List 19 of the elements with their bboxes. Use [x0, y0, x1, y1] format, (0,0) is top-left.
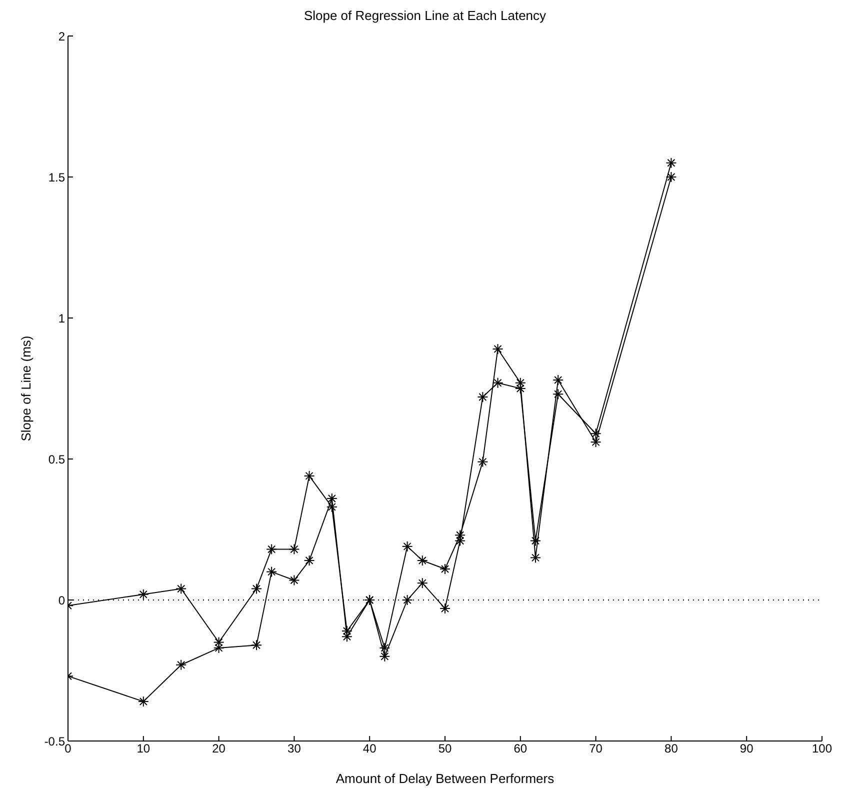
- x-tick-label: 30: [288, 742, 302, 756]
- x-tick-label: 60: [514, 742, 528, 756]
- x-axis-title: Amount of Delay Between Performers: [336, 771, 555, 786]
- x-tick-label: 50: [438, 742, 452, 756]
- y-tick-label: 1: [58, 311, 66, 326]
- x-tick-label: 100: [812, 742, 832, 756]
- y-axis-title: Slope of Line (ms): [18, 336, 34, 442]
- y-tick-label: 2: [58, 29, 66, 44]
- y-tick-label: 0.5: [48, 452, 66, 466]
- y-tick-label: 1.5: [48, 170, 66, 184]
- x-tick-label: 20: [212, 742, 226, 756]
- x-tick-label: 40: [362, 742, 377, 756]
- y-tick-label: -0.5: [44, 734, 66, 748]
- x-tick-label: 90: [740, 742, 754, 756]
- x-tick-label: 10: [136, 742, 150, 756]
- x-tick-label: 80: [664, 742, 678, 756]
- x-tick-label: 70: [589, 742, 603, 756]
- y-tick-label: 0: [58, 593, 66, 608]
- chart-title: Slope of Regression Line at Each Latency: [302, 8, 548, 25]
